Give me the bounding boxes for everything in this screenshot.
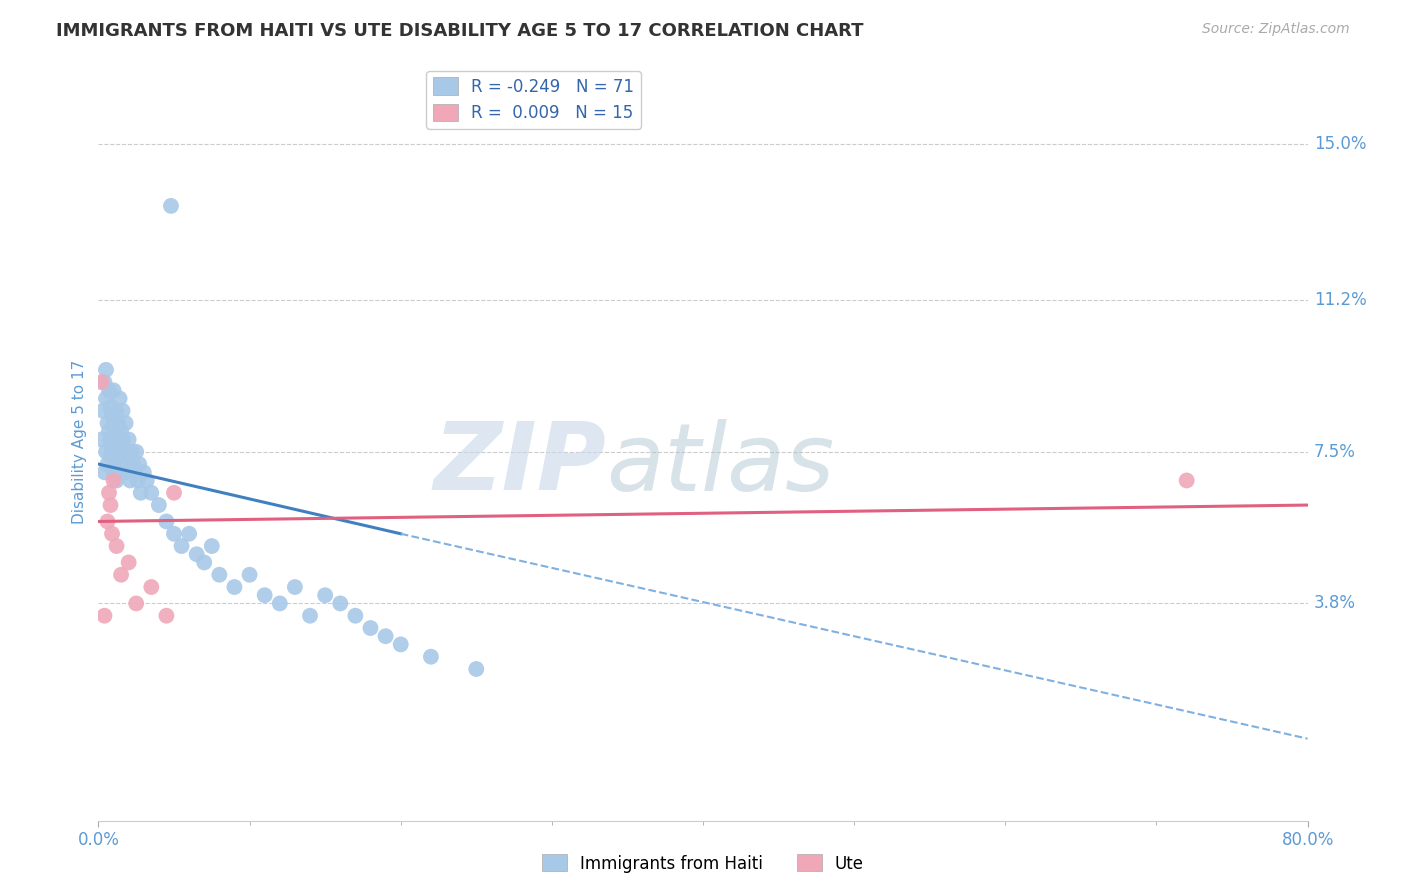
Point (103, 416, 125, 430)
Point (122, 457, 145, 471)
Point (160, 199, 183, 213)
Point (111, 433, 134, 447)
Point (96, 416, 118, 430)
Text: Source: ZipAtlas.com: Source: ZipAtlas.com (1202, 22, 1350, 37)
Point (374, 629, 396, 643)
Point (101, 441, 124, 455)
Point (360, 621, 382, 635)
Point (193, 556, 215, 570)
Point (93, 375, 115, 389)
Point (128, 457, 150, 471)
Point (90, 375, 112, 389)
Point (105, 474, 128, 488)
Point (1175, 474, 1198, 488)
Point (201, 539, 224, 553)
Point (115, 444, 138, 458)
Point (118, 433, 141, 447)
Text: 11.2%: 11.2% (1313, 291, 1367, 310)
Legend: Immigrants from Haiti, Ute: Immigrants from Haiti, Ute (536, 847, 870, 880)
Legend: R = -0.249   N = 71, R =  0.009   N = 15: R = -0.249 N = 71, R = 0.009 N = 15 (426, 70, 641, 128)
Point (100, 449, 122, 463)
Point (111, 404, 134, 418)
Point (125, 444, 148, 458)
Point (114, 465, 136, 479)
Point (299, 608, 322, 623)
Point (104, 425, 127, 439)
Point (100, 433, 122, 447)
Point (155, 515, 177, 529)
Point (105, 404, 128, 418)
Point (141, 485, 163, 500)
Point (101, 526, 124, 541)
Point (110, 567, 132, 582)
Text: IMMIGRANTS FROM HAITI VS UTE DISABILITY AGE 5 TO 17 CORRELATION CHART: IMMIGRANTS FROM HAITI VS UTE DISABILITY … (56, 22, 863, 40)
Point (107, 444, 129, 458)
Point (170, 539, 193, 553)
Point (420, 649, 443, 664)
Point (329, 596, 352, 610)
Point (208, 567, 231, 582)
Text: ZIP: ZIP (433, 418, 606, 510)
Point (124, 465, 146, 479)
Point (114, 416, 136, 430)
Point (465, 662, 488, 676)
Point (94, 444, 117, 458)
Point (108, 465, 131, 479)
Point (103, 465, 125, 479)
Point (100, 498, 122, 512)
Text: 3.8%: 3.8% (1313, 594, 1355, 613)
Point (253, 588, 276, 602)
Point (389, 637, 412, 651)
Point (100, 400, 122, 414)
Point (110, 425, 132, 439)
Point (125, 596, 148, 610)
Point (163, 485, 186, 500)
Point (103, 384, 125, 398)
Point (93, 465, 115, 479)
Point (118, 556, 141, 570)
Point (94, 363, 117, 377)
Point (135, 474, 157, 488)
Point (103, 474, 125, 488)
Point (179, 526, 201, 541)
Point (91, 404, 114, 418)
Point (98, 485, 121, 500)
Point (129, 485, 152, 500)
Text: 15.0%: 15.0% (1313, 136, 1367, 153)
Point (98, 384, 121, 398)
Point (163, 526, 186, 541)
Point (112, 457, 135, 471)
Point (284, 580, 307, 594)
Y-axis label: Disability Age 5 to 17: Disability Age 5 to 17 (72, 359, 87, 524)
Text: 7.5%: 7.5% (1313, 442, 1355, 461)
Point (344, 608, 367, 623)
Point (155, 608, 177, 623)
Point (101, 408, 124, 422)
Point (96, 457, 118, 471)
Point (94, 392, 117, 406)
Point (93, 608, 115, 623)
Point (120, 474, 142, 488)
Point (186, 547, 208, 561)
Text: atlas: atlas (606, 418, 835, 510)
Point (105, 433, 128, 447)
Point (121, 444, 143, 458)
Point (105, 539, 128, 553)
Point (148, 498, 170, 512)
Point (108, 392, 131, 406)
Point (98, 425, 121, 439)
Point (269, 596, 291, 610)
Point (224, 580, 246, 594)
Point (107, 416, 129, 430)
Point (90, 433, 112, 447)
Point (132, 465, 155, 479)
Point (110, 449, 132, 463)
Point (127, 474, 149, 488)
Point (104, 453, 127, 467)
Point (96, 515, 118, 529)
Point (314, 588, 336, 602)
Point (141, 580, 163, 594)
Point (239, 567, 262, 582)
